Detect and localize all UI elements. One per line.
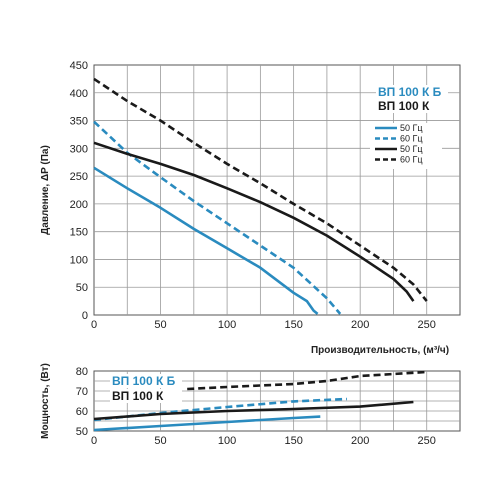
- series-line-2: [93, 400, 414, 421]
- series-line-3: [93, 77, 428, 302]
- x-tick-label: 200: [351, 319, 369, 331]
- y-tick-label: 60: [76, 406, 88, 418]
- y-tick-label: 250: [70, 171, 88, 183]
- legend-label-0: 50 Гц: [400, 123, 423, 133]
- model-label-0: ВП 100 К Б: [378, 85, 442, 99]
- y-tick-label: 300: [70, 143, 88, 155]
- model-label-bg: [376, 99, 448, 113]
- y-tick-label: 0: [82, 310, 88, 322]
- model-label-1: ВП 100 К: [112, 389, 164, 403]
- model-label-1: ВП 100 К: [378, 99, 430, 113]
- x-tick-label: 100: [218, 319, 236, 331]
- series-line-2: [93, 141, 415, 302]
- model-label-bg: [110, 389, 182, 403]
- y-tick-label: 200: [70, 199, 88, 211]
- y-tick-label: 50: [76, 282, 88, 294]
- model-label-0: ВП 100 К Б: [112, 374, 176, 388]
- series-line-3: [187, 370, 427, 391]
- x-tick-label: 250: [418, 435, 436, 447]
- x-tick-label: 0: [91, 435, 97, 447]
- y-tick-label: 50: [76, 426, 88, 438]
- y-tick-label: 80: [76, 366, 88, 378]
- series-line-1: [93, 120, 342, 315]
- legend-bg: [370, 123, 442, 169]
- y-axis-label: Давление, ΔP (Па): [40, 145, 51, 235]
- x-tick-label: 250: [418, 319, 436, 331]
- x-tick-label: 50: [154, 435, 166, 447]
- x-tick-label: 150: [284, 319, 302, 331]
- legend-label-2: 50 Гц: [400, 144, 423, 154]
- series-line-0: [93, 415, 321, 432]
- x-tick-label: 50: [154, 319, 166, 331]
- x-tick-label: 150: [284, 435, 302, 447]
- chart-panel-0: 0 50 100 150 200 250 0 50 100 150 200 250 300 350 400 4…: [40, 60, 461, 356]
- x-tick-label: 0: [91, 319, 97, 331]
- y-tick-label: 450: [70, 60, 88, 72]
- y-tick-label: 350: [70, 116, 88, 128]
- x-tick-label: 100: [218, 435, 236, 447]
- x-tick-label: 200: [351, 435, 369, 447]
- model-label-bg: [376, 85, 448, 99]
- y-axis-label: Мощность, (Вт): [40, 363, 51, 439]
- y-tick-label: 100: [70, 254, 88, 266]
- series-line-0: [93, 166, 319, 315]
- legend-label-1: 60 Гц: [400, 134, 423, 144]
- model-label-bg: [110, 374, 182, 388]
- y-tick-label: 150: [70, 227, 88, 239]
- x-axis-label: Производительность, (м³/ч): [311, 345, 449, 356]
- y-tick-label: 400: [70, 88, 88, 100]
- legend-label-3: 60 Гц: [400, 155, 423, 165]
- y-tick-label: 70: [76, 386, 88, 398]
